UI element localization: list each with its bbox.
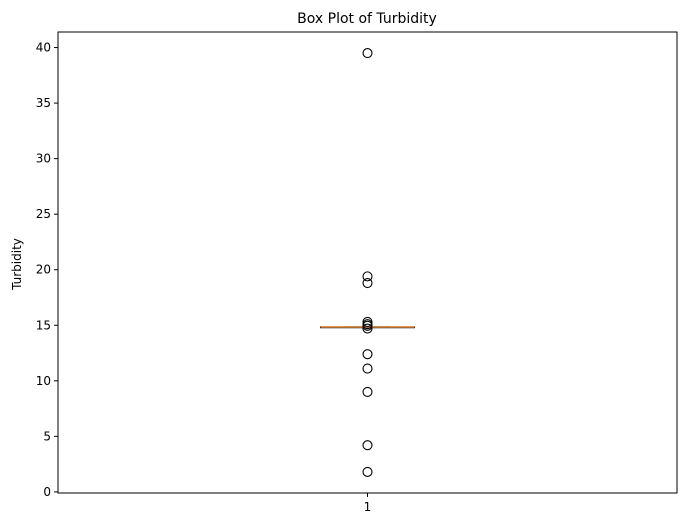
chart-title: Box Plot of Turbidity (297, 11, 437, 27)
y-tick-label: 35 (36, 96, 51, 110)
y-tick-label: 25 (36, 207, 51, 221)
y-tick-label: 0 (43, 485, 51, 499)
outlier-points (362, 48, 373, 477)
outlier-point (362, 363, 373, 374)
x-tick-label: 1 (364, 500, 372, 514)
y-tick-label: 40 (36, 41, 51, 55)
x-axis-ticks: 1 (364, 493, 372, 514)
box-element (320, 326, 415, 329)
outlier-point (362, 349, 373, 360)
outlier-point (362, 440, 373, 451)
outlier-point (362, 48, 373, 59)
y-axis-ticks: 0 5 10 15 20 25 30 35 40 (36, 41, 58, 499)
outlier-point (362, 278, 373, 289)
y-tick-label: 15 (36, 318, 51, 332)
outlier-point (362, 466, 373, 477)
plot-area-frame (57, 31, 678, 494)
y-tick-label: 20 (36, 263, 51, 277)
y-tick-label: 5 (43, 429, 51, 443)
outlier-point (362, 323, 373, 334)
y-axis-label: Turbidity (10, 238, 24, 291)
y-tick-label: 30 (36, 152, 51, 166)
outlier-point (362, 320, 373, 331)
outlier-point (362, 271, 373, 282)
y-tick-label: 10 (36, 374, 51, 388)
outlier-point (362, 386, 373, 397)
